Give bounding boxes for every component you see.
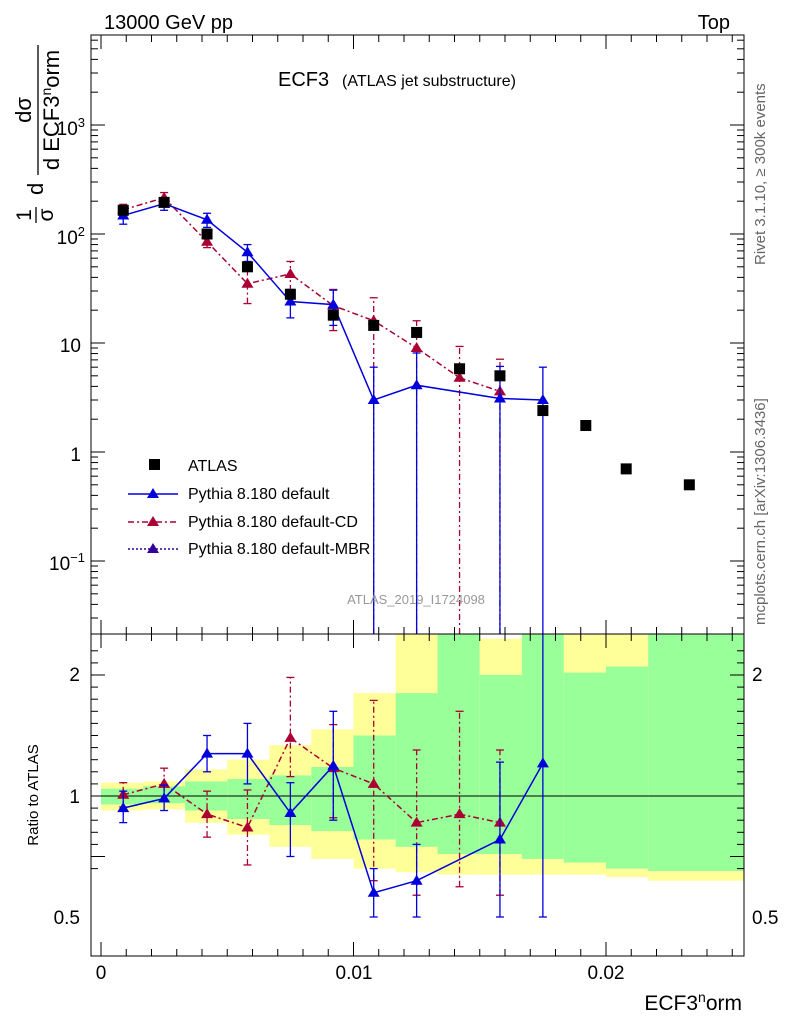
ratio-band-green — [437, 634, 480, 855]
main-ytick-label-10: 10 — [60, 336, 81, 357]
main-point-cd — [201, 235, 214, 246]
main-point-default — [201, 213, 214, 224]
ratio-band-green — [311, 766, 354, 832]
main-line-cd — [123, 196, 501, 393]
ratio-point-cd — [201, 808, 214, 819]
main-point-atlas — [284, 288, 296, 300]
ratio-band-green — [648, 634, 744, 872]
main-point-default — [284, 295, 297, 306]
ratio-ytick-label-2-right: 2 — [752, 665, 763, 686]
main-point-cd — [241, 277, 254, 288]
ratio-point-cd — [241, 821, 254, 832]
main-point-atlas — [327, 309, 339, 321]
main-point-cd — [410, 341, 423, 352]
main-point-atlas — [620, 463, 632, 475]
legend-label-default: Pythia 8.180 default — [188, 486, 330, 503]
ratio-point-default — [117, 802, 130, 813]
process-label: Top — [698, 12, 730, 34]
main-point-default — [536, 393, 549, 404]
svg-text:1: 1 — [13, 209, 36, 221]
main-title: ECF3 — [278, 69, 329, 91]
ratio-ytick-label-0.5-left: 0.5 — [54, 908, 80, 929]
ratio-point-cd — [453, 808, 466, 819]
main-point-default — [241, 246, 254, 257]
ratio-bands — [101, 634, 744, 881]
main-point-default — [493, 392, 506, 403]
main-point-atlas — [494, 370, 506, 382]
main-point-atlas — [117, 204, 129, 216]
main-axis-ticks — [91, 35, 744, 634]
ratio-point-cd — [284, 731, 297, 742]
ratio-point-cd — [410, 816, 423, 827]
energy-label: 13000 GeV pp — [104, 12, 233, 34]
ratio-point-cd — [367, 777, 380, 788]
main-ytick-label-1e-1: 10−1 — [49, 550, 85, 575]
xtick-label-0.01: 0.01 — [336, 963, 373, 984]
ratio-point-default — [536, 757, 549, 768]
ratio-ytick-label-2-left: 2 — [69, 665, 80, 686]
main-point-default — [410, 379, 423, 390]
main-point-atlas — [411, 326, 423, 338]
ratio-line-cd — [123, 736, 501, 829]
main-ytick-label-1: 1 — [70, 445, 81, 466]
main-point-atlas — [537, 405, 549, 417]
xtick-label-0.02: 0.02 — [588, 963, 625, 984]
ratio-point-default — [201, 747, 214, 758]
main-point-atlas — [580, 420, 592, 432]
ratio-band-green — [563, 672, 606, 863]
ratio-panel: 0.5 1 2 0.5 2 Ratio to ATLAS 0 0.01 0.02… — [25, 633, 778, 1015]
main-point-atlas — [368, 319, 380, 331]
main-ytick-label-1e2: 102 — [57, 224, 85, 249]
svg-text:dσ: dσ — [11, 97, 36, 123]
main-series-layer — [117, 191, 695, 634]
main-point-default — [327, 298, 340, 309]
ratio-ytick-label-1-left: 1 — [69, 787, 80, 808]
legend-label-cd: Pythia 8.180 default-CD — [188, 514, 358, 531]
ratio-frame — [90, 633, 745, 957]
xaxis-label: ECF3norm — [644, 989, 742, 1015]
ratio-point-default — [367, 886, 380, 897]
ratio-point-default — [241, 747, 254, 758]
legend: ATLAS Pythia 8.180 default Pythia 8.180 … — [128, 458, 370, 558]
xtick-label-0: 0 — [96, 963, 107, 984]
legend-entry-atlas: ATLAS — [149, 458, 238, 475]
main-line-default — [123, 202, 543, 401]
svg-text:σ: σ — [35, 208, 58, 221]
ratio-point-default — [284, 806, 297, 817]
main-point-atlas — [241, 261, 253, 273]
main-point-default — [367, 393, 380, 404]
mcplots-label: mcplots.cern.ch [arXiv:1306.3436] — [752, 398, 769, 625]
legend-entry-default: Pythia 8.180 default — [128, 486, 330, 503]
legend-entry-cd: Pythia 8.180 default-CD — [128, 514, 358, 531]
main-panel: 10−1 1 10 102 103 ECF3 (ATLAS jet substr… — [11, 34, 745, 635]
main-ylabel: 1 σ d dσ d ECF3norm — [11, 45, 64, 223]
ratio-point-default — [493, 833, 506, 844]
rivet-label: Rivet 3.1.10, ≥ 300k events — [752, 83, 769, 265]
main-point-cd — [453, 371, 466, 382]
ratio-band-green — [606, 666, 649, 869]
ratio-band-green — [479, 675, 522, 855]
main-point-atlas — [454, 363, 466, 375]
ratio-axis-ticks — [91, 634, 744, 956]
legend-label-atlas: ATLAS — [188, 458, 238, 475]
ratio-series-layer — [117, 634, 549, 918]
svg-text:d: d — [23, 183, 48, 195]
ratio-ytick-label-0.5-right: 0.5 — [752, 908, 778, 929]
main-point-atlas — [683, 479, 695, 491]
main-point-atlas — [201, 228, 213, 240]
ratio-point-default — [158, 792, 171, 803]
ratio-point-default — [410, 874, 423, 885]
main-subtitle: (ATLAS jet substructure) — [342, 73, 516, 90]
ratio-point-default — [327, 759, 340, 770]
svg-text:d ECF3norm: d ECF3norm — [38, 50, 64, 170]
main-point-atlas — [158, 196, 170, 208]
legend-label-mbr: Pythia 8.180 default-MBR — [188, 541, 370, 558]
ratio-ylabel: Ratio to ATLAS — [25, 744, 42, 845]
ratio-line-default — [123, 752, 544, 894]
ratio-band-green — [227, 779, 270, 819]
analysis-watermark: ATLAS_2019_I1724098 — [347, 592, 485, 607]
legend-entry-mbr: Pythia 8.180 default-MBR — [128, 541, 370, 558]
main-point-cd — [284, 267, 297, 278]
